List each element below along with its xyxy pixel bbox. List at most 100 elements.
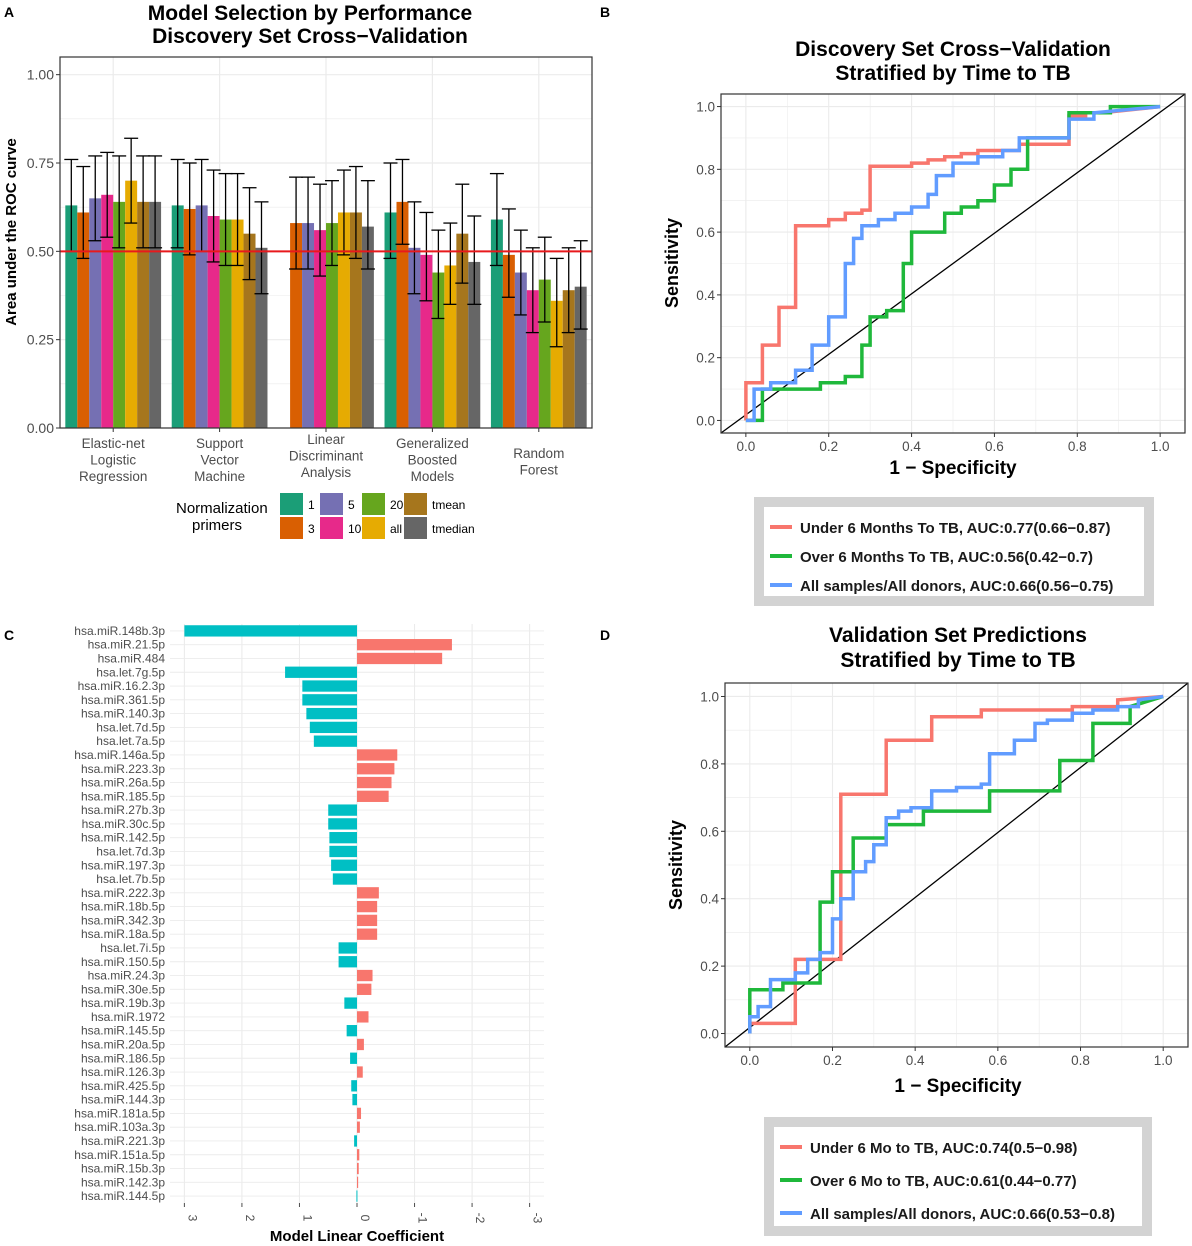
panel-a-x-tick-label: Regression: [79, 469, 147, 484]
roc-y-tick-label: 1.0: [700, 689, 719, 704]
panel-a-bar: [219, 219, 232, 428]
panel-a-legend-label: 5: [348, 498, 355, 512]
panel-b: Discovery Set Cross−Validation Stratifie…: [662, 38, 1186, 606]
panel-a-legend-label: 10: [348, 522, 362, 536]
panel-a-bar: [349, 212, 362, 428]
panel-c-bar: [346, 1025, 357, 1037]
panel-a-bar: [195, 205, 208, 428]
panel-c-x-tick-label: 0: [358, 1215, 372, 1222]
panel-d-subtitle: Stratified by Time to TB: [840, 649, 1075, 672]
panel-c-row-label: hsa.miR.103a.3p: [74, 1120, 165, 1134]
panel-a-y-tick-label: 0.75: [27, 155, 54, 171]
panel-a-legend-swatch: [320, 517, 343, 539]
panel-a-bar: [468, 261, 481, 428]
roc-border: [720, 93, 1186, 434]
panel-c-row-label: hsa.miR.20a.5p: [81, 1037, 165, 1051]
panel-c-bar: [352, 1093, 357, 1106]
panel-c-bar: [357, 1121, 360, 1133]
panel-c-row-label: hsa.miR.484: [98, 651, 166, 665]
panel-c-x-tick-label: -2: [473, 1213, 487, 1224]
panel-c-x-axis-label: Model Linear Coefficient: [270, 1228, 444, 1245]
roc-x-tick-label: 0.4: [906, 1053, 925, 1068]
panel-c-row-label: hsa.miR.425.5p: [81, 1079, 165, 1093]
panel-c-row-label: hsa.miR.24.3p: [88, 969, 166, 983]
panel-a-bar: [290, 223, 303, 428]
panel-a-bar: [538, 279, 551, 428]
panel-a-legend-title: primers: [192, 517, 242, 534]
panel-c-row-label: hsa.miR.185.5p: [81, 789, 165, 803]
panel-c-bar: [302, 680, 357, 692]
panel-letter-b: B: [600, 4, 610, 20]
panel-a-x-tick-label: Support: [196, 436, 244, 451]
panel-c-bar: [309, 721, 357, 734]
panel-c-bar: [357, 887, 379, 899]
panel-d-plot: 0.0 0.0 0.2 0.2 0.4 0.4 0.6 0.6 0.8 0.8 1.0 1.0: [700, 682, 1189, 1068]
panel-a-legend-swatch: [404, 517, 427, 539]
panel-a-legend-swatch: [280, 493, 303, 515]
panel-c-row-label: hsa.miR.144.5p: [81, 1189, 165, 1203]
panel-c-row-label: hsa.miR.148b.3p: [74, 624, 165, 638]
panel-a-x-tick-label: Random: [513, 446, 564, 461]
panel-a-bar: [171, 205, 184, 428]
panel-c-bar: [332, 873, 357, 885]
panel-c-bar: [357, 776, 392, 789]
roc-legend-label: Under 6 Mo to TB, AUC:0.74(0.5−0.98): [810, 1140, 1077, 1157]
panel-c-bar: [357, 790, 389, 802]
panel-a-legend-title: Normalization: [176, 500, 268, 517]
panel-letter-d: D: [600, 627, 610, 643]
panel-c-bar: [357, 900, 378, 913]
panel-a-bar: [502, 254, 515, 428]
panel-c-row-label: hsa.miR.221.3p: [81, 1134, 165, 1148]
panel-a-x-tick-label: Models: [411, 469, 455, 484]
roc-y-tick-label: 0.8: [696, 162, 715, 177]
roc-curve-all: [748, 694, 1164, 1034]
panel-a-y-tick-label: 0.00: [27, 420, 54, 436]
roc-x-tick-label: 0.8: [1068, 439, 1087, 454]
roc-x-tick-label: 1.0: [1151, 439, 1170, 454]
panel-a-legend-label: 20: [390, 498, 404, 512]
panel-c-row-label: hsa.miR.21.5p: [88, 638, 166, 652]
panel-a-x-tick-label: Elastic-net: [82, 436, 145, 451]
panel-c-row-label: hsa.miR.30c.5p: [82, 817, 166, 831]
panel-a-bar: [231, 219, 244, 428]
roc-x-tick-label: 0.6: [985, 439, 1004, 454]
panel-c-bar: [354, 1135, 357, 1147]
panel-c-bar: [338, 956, 357, 968]
roc-curve-under: [744, 104, 1161, 421]
panel-c-row-label: hsa.miR.18a.5p: [81, 927, 165, 941]
panel-a-legend-swatch: [362, 517, 385, 539]
panel-c-row-label: hsa.miR.361.5p: [81, 693, 165, 707]
panel-a-bar: [207, 216, 220, 428]
roc-y-tick-label: 0.4: [696, 288, 715, 303]
panel-c-bar: [338, 942, 357, 954]
panel-a-legend-label: tmean: [432, 498, 465, 512]
roc-x-tick-label: 0.0: [736, 439, 755, 454]
roc-legend-inner: [774, 1127, 1142, 1226]
roc-x-tick-label: 0.2: [823, 1053, 842, 1068]
roc-legend-label: Over 6 Months To TB, AUC:0.56(0.42−0.7): [800, 549, 1093, 566]
panel-a-bar: [408, 247, 421, 428]
panel-b-subtitle: Stratified by Time to TB: [835, 62, 1070, 85]
panel-a-bar: [255, 247, 268, 428]
panel-c-row-label: hsa.miR.142.3p: [81, 1175, 165, 1189]
panel-b-title: Discovery Set Cross−Validation: [795, 38, 1111, 61]
panel-c-row-label: hsa.let.7a.5p: [96, 734, 165, 748]
panel-c-bar: [357, 1066, 363, 1078]
panel-c-bar: [357, 1149, 360, 1161]
roc-legend-label: Under 6 Months To TB, AUC:0.77(0.66−0.87…: [800, 520, 1110, 537]
panel-c-bar: [313, 735, 357, 747]
roc-legend-label: Over 6 Mo to TB, AUC:0.61(0.44−0.77): [810, 1173, 1077, 1190]
panel-a-y-tick-label: 1.00: [27, 67, 54, 83]
panel-a-bar: [526, 290, 539, 428]
panel-c-bar: [357, 652, 443, 665]
panel-a-bar: [183, 208, 196, 428]
panel-c-bar: [328, 804, 357, 816]
panel-a-x-tick-label: Boosted: [408, 453, 458, 468]
panel-letter-c: C: [4, 627, 14, 643]
panel-d-y-axis-label: Sensitivity: [666, 820, 686, 910]
panel-a-bar: [125, 180, 138, 428]
panel-a-x-tick-label: Vector: [200, 453, 239, 468]
panel-c-bar: [357, 969, 373, 982]
